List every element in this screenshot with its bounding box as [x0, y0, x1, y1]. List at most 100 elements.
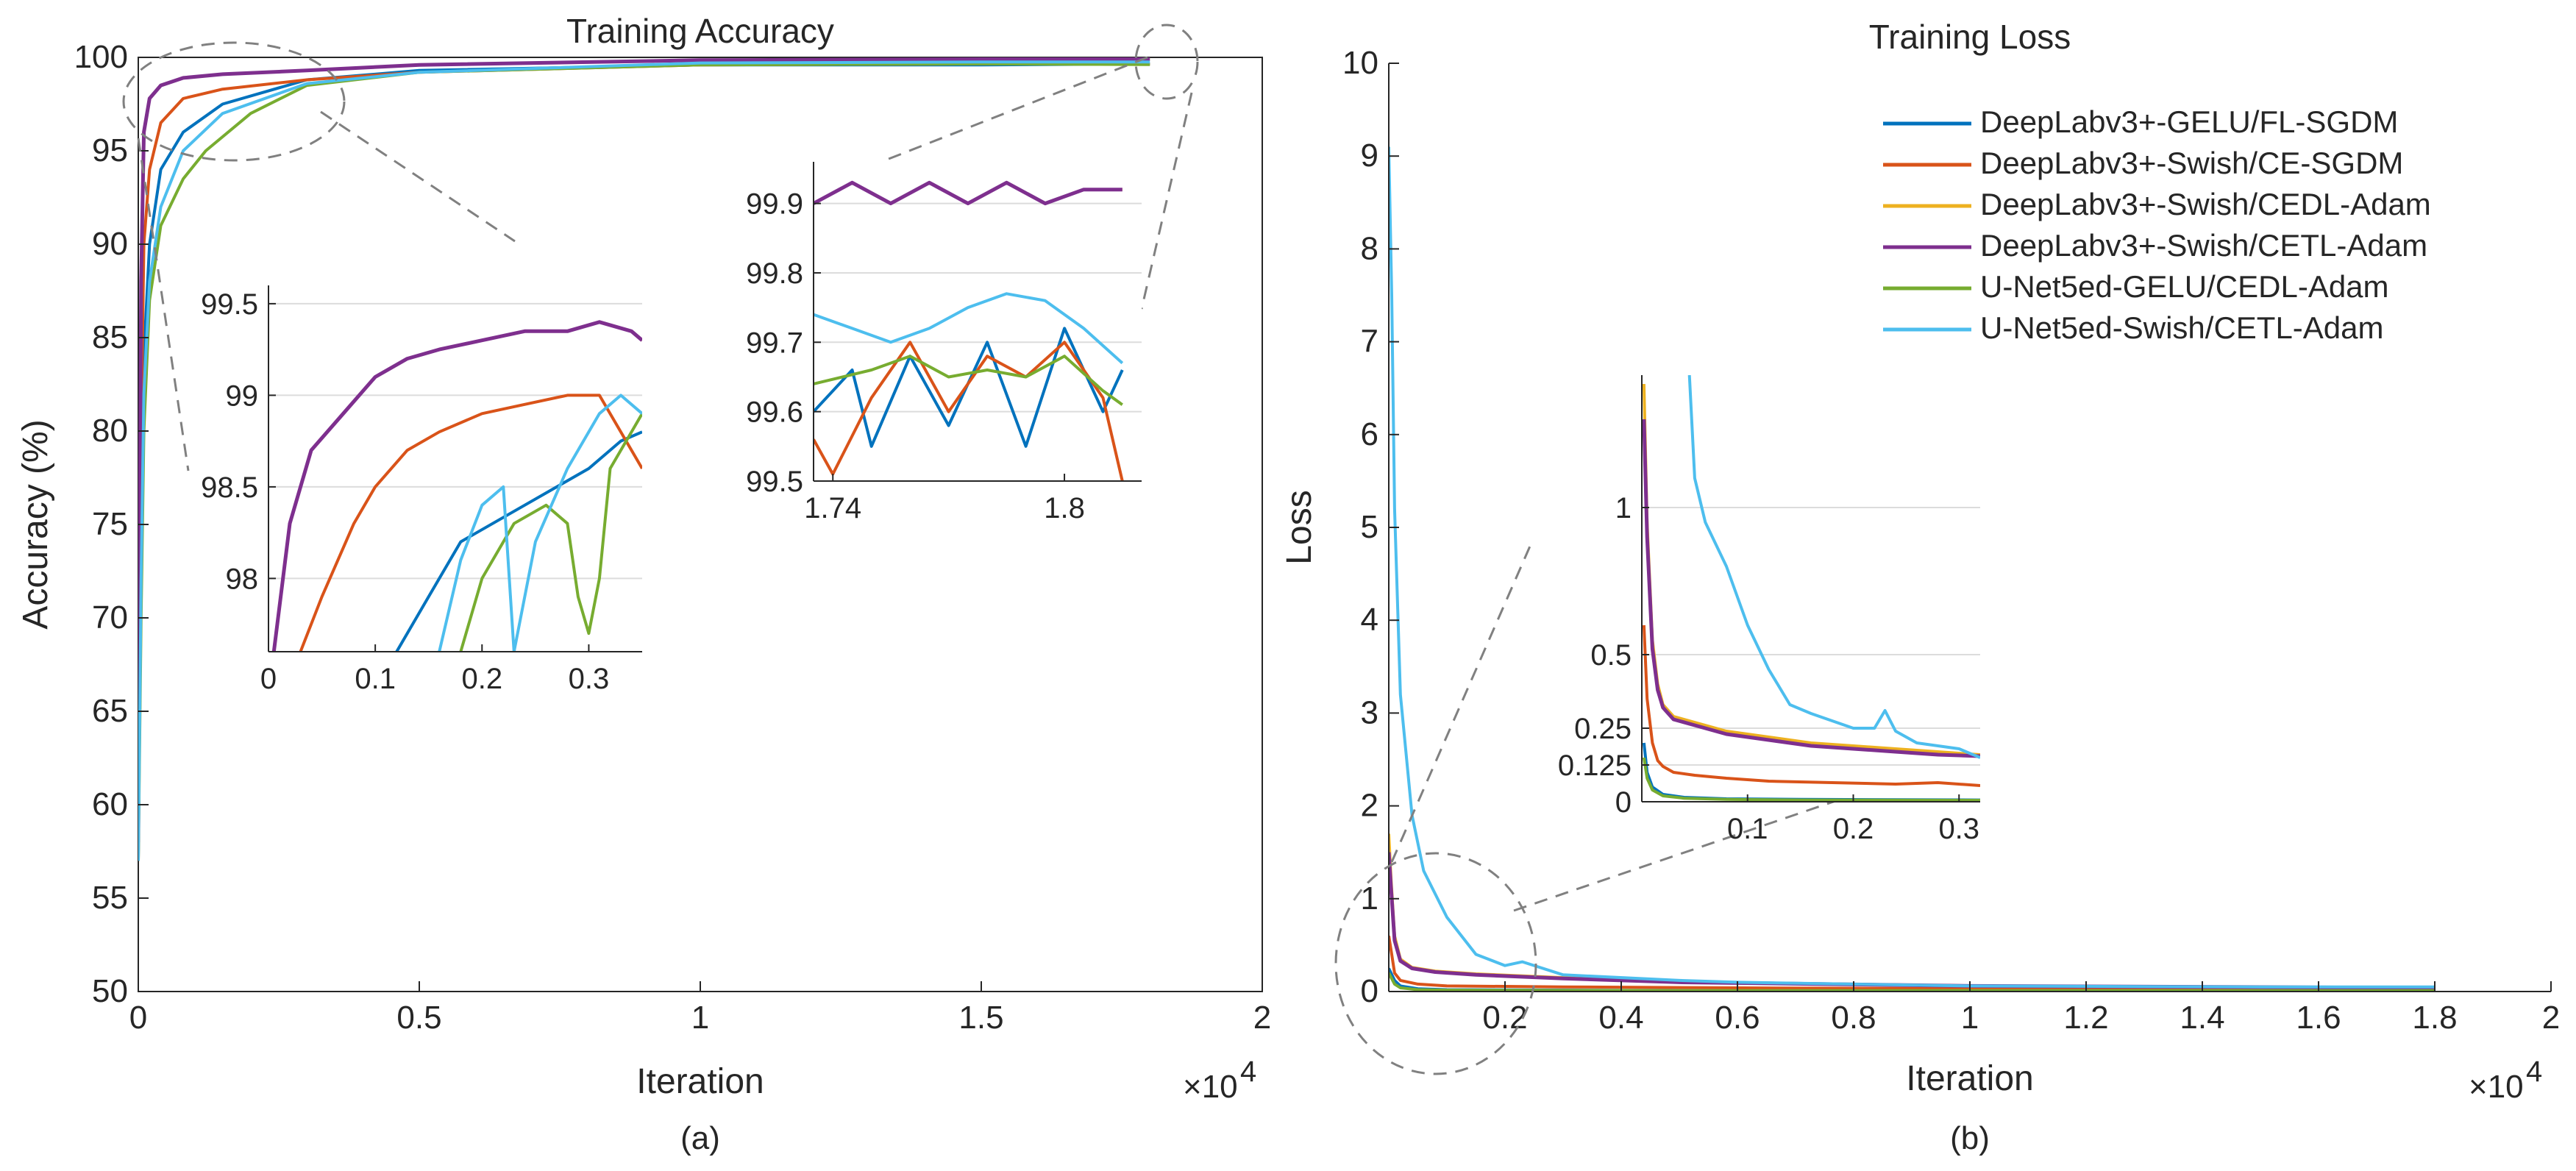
a-y-tick-label-5: 70	[92, 599, 128, 636]
a-inset-1-x-tick-label-4: 0.3	[569, 663, 610, 695]
b-inset-x-tick-label-3: 0.3	[1938, 813, 1979, 845]
b-legend-label-3: DeepLabv3+-Swish/CEDL-Adam	[1980, 187, 2431, 221]
b-inset-series-line-6	[1687, 375, 1980, 759]
a-inset-1-y-tick-labels: 98 98.5 99 99.5	[201, 288, 276, 595]
b-x-tick-label-7: 1.4	[2180, 1000, 2224, 1036]
a-series-line-4	[138, 57, 1150, 842]
a-inset-2-box	[814, 162, 1142, 481]
b-caption: (b)	[1950, 1120, 1990, 1156]
b-x-exponent-power: 4	[2526, 1056, 2542, 1088]
b-legend-label-4: DeepLabv3+-Swish/CETL-Adam	[1980, 228, 2427, 263]
a-y-tick-label-9: 90	[92, 226, 128, 262]
a-inset-2-y-tick-label-5: 99.9	[746, 188, 803, 221]
b-inset-y-tick-label-4: 0.5	[1590, 639, 1632, 672]
a-x-tick-label-2: 0.5	[396, 1000, 441, 1036]
a-y-tick-labels: 50 55 60 65 70 75 80 85 90 95 100	[74, 39, 149, 1009]
a-inset-2-series-line-5	[814, 355, 1123, 406]
b-y-tick-label-2: 1	[1361, 880, 1378, 916]
b-zoom-ellipse	[1334, 852, 1537, 1075]
a-y-tick-label-8: 85	[92, 319, 128, 355]
b-y-tick-label-4: 3	[1361, 694, 1378, 730]
a-caption: (a)	[680, 1120, 720, 1156]
b-x-tick-label-8: 1.6	[2296, 1000, 2341, 1036]
a-inset-1-y-tick-label-3: 99	[226, 380, 259, 412]
a-inset-2-y-tick-label-4: 99.8	[746, 257, 803, 290]
a-inset-2-x-tick-label-1: 1.74	[804, 492, 861, 524]
a-y-tick-label-10: 95	[92, 132, 128, 168]
a-inset-2-x-tick-labels: 1.74 1.8	[804, 474, 1085, 524]
a-inset-2-y-tick-label-1: 99.5	[746, 466, 803, 498]
b-inset-y-tick-label-2: 0.125	[1558, 750, 1632, 782]
a-inset-2-series-line-4	[814, 180, 1122, 206]
b-y-axis-label: Loss	[1280, 490, 1319, 564]
b-inset-y-tick-label-3: 0.25	[1574, 713, 1632, 745]
a-inset-1-y-tick-label-4: 99.5	[201, 288, 258, 321]
b-inset-series-group	[1642, 375, 1980, 802]
b-y-tick-labels: 0 1 2 3 4 5 6 7 8 9 10	[1342, 45, 1399, 1009]
a-x-tick-label-4: 1.5	[958, 1000, 1003, 1036]
a-x-tick-label-5: 2	[1253, 1000, 1271, 1036]
a-x-tick-label-3: 1	[691, 1000, 709, 1036]
b-y-tick-label-1: 0	[1361, 973, 1378, 1009]
b-inset-x-tick-label-1: 0.1	[1727, 813, 1768, 845]
a-inset-2-series-line-2	[814, 341, 1124, 481]
a-zoom-connector-3	[880, 56, 1148, 163]
a-x-exponent-power: 4	[1240, 1056, 1256, 1088]
b-inset-x-tick-label-2: 0.2	[1833, 813, 1874, 845]
b-x-tick-label-10: 2	[2542, 1000, 2560, 1036]
a-y-tick-label-3: 60	[92, 786, 128, 822]
b-legend-label-1: DeepLabv3+-GELU/FL-SGDM	[1980, 104, 2398, 139]
panel-a: 50 55 60 65 70 75 80 85 90 95 100 0 0.5 1 1.5 2 Traini…	[16, 12, 1271, 1156]
b-x-tick-label-9: 1.8	[2412, 1000, 2457, 1036]
a-inset-2-series-group	[814, 180, 1124, 481]
b-inset-series-line-5	[1642, 757, 1980, 802]
a-inset-2-series-line-6	[814, 292, 1124, 365]
a-y-tick-label-2: 55	[92, 880, 128, 916]
b-legend: DeepLabv3+-GELU/FL-SGDM DeepLabv3+-Swish/…	[1874, 103, 2551, 360]
b-y-tick-label-6: 5	[1361, 509, 1378, 545]
a-y-tick-label-4: 65	[92, 693, 128, 729]
a-inset-1-series-line-5	[459, 413, 642, 652]
b-x-tick-label-2: 0.4	[1598, 1000, 1643, 1036]
b-inset-y-tick-label-1: 0	[1615, 786, 1632, 819]
b-inset-series-line-4	[1642, 419, 1980, 758]
b-x-tick-label-5: 1	[1961, 1000, 1979, 1036]
a-x-tick-label-1: 0	[129, 1000, 147, 1036]
b-x-tick-label-4: 0.8	[1831, 1000, 1876, 1036]
b-y-tick-label-10: 9	[1361, 138, 1378, 174]
a-inset-1-x-tick-labels: 0 0.1 0.2 0.3	[260, 644, 609, 695]
b-y-tick-label-7: 6	[1361, 416, 1378, 452]
a-zoom-connector-4	[1140, 92, 1193, 310]
b-legend-label-5: U-Net5ed-GELU/CEDL-Adam	[1980, 269, 2389, 304]
b-y-tick-label-11: 10	[1342, 45, 1378, 81]
a-inset-1-y-tick-label-1: 98	[226, 563, 259, 595]
a-y-tick-label-1: 50	[92, 973, 128, 1009]
b-x-tick-label-6: 1.2	[2063, 1000, 2108, 1036]
b-legend-label-2: DeepLabv3+-Swish/CE-SGDM	[1980, 146, 2403, 180]
a-inset-1-series-line-1	[395, 430, 642, 652]
b-y-tick-label-5: 4	[1361, 602, 1378, 638]
a-inset-1-series-line-2	[299, 394, 642, 652]
a-zoom-connector-2	[137, 138, 190, 471]
a-zoom-connector-1	[320, 110, 516, 243]
a-inset-1-x-tick-label-2: 0.1	[355, 663, 396, 695]
a-inset-1-series-line-4	[271, 320, 642, 652]
b-inset-y-tick-label-5: 1	[1615, 492, 1632, 524]
a-y-tick-label-11: 100	[74, 39, 128, 75]
a-inset-1-x-tick-label-1: 0	[260, 663, 277, 695]
a-inset-1-series-line-6	[438, 394, 642, 652]
b-inset-box	[1642, 375, 1980, 802]
b-chart-title: Training Loss	[1869, 18, 2071, 56]
b-x-tick-label-3: 0.6	[1715, 1000, 1760, 1036]
b-zoom-connector-1	[1390, 542, 1533, 863]
b-inset-y-tick-labels: 0 0.125 0.25 0.5 1	[1558, 492, 1649, 819]
b-y-tick-label-9: 8	[1361, 230, 1378, 266]
a-inset-2-y-tick-labels: 99.5 99.6 99.7 99.8 99.9	[746, 188, 821, 498]
a-series-line-6	[138, 60, 1150, 861]
b-y-tick-label-8: 7	[1361, 324, 1378, 360]
b-inset-x-tick-labels: 0.1 0.2 0.3	[1727, 794, 1979, 845]
a-x-tick-labels: 0 0.5 1 1.5 2	[129, 981, 1271, 1036]
b-x-tick-label-1: 0.2	[1482, 1000, 1527, 1036]
b-series-line-5	[1389, 972, 2435, 992]
